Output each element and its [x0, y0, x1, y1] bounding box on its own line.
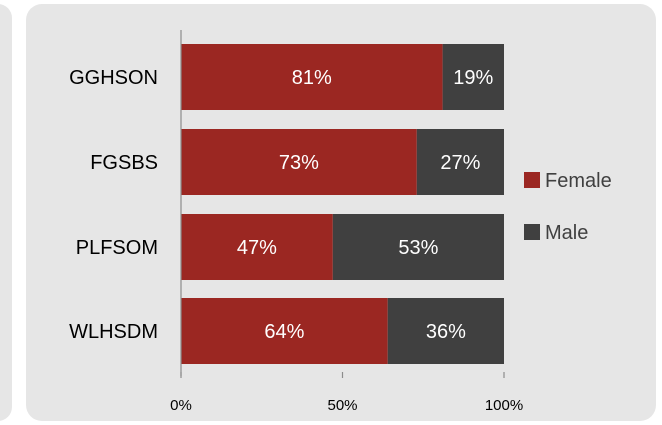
- data-label-fgsbs-female: 73%: [279, 152, 319, 174]
- bar-gghson-male: [442, 44, 504, 110]
- x-tick-label: 50%: [327, 397, 357, 414]
- bar-plfsom-male: [332, 214, 504, 280]
- data-label-fgsbs-male: 27%: [440, 152, 480, 174]
- left-side-panel: [0, 4, 12, 421]
- data-label-plfsom-male: 53%: [398, 237, 438, 259]
- bar-fgsbs-male: [416, 129, 504, 195]
- data-label-wlhsdm-female: 64%: [264, 321, 304, 343]
- legend-swatch-male: [524, 224, 540, 240]
- legend-swatch-female: [524, 172, 540, 188]
- category-label-gghson: GGHSON: [69, 67, 158, 89]
- data-label-plfsom-female: 47%: [237, 237, 277, 259]
- category-label-fgsbs: FGSBS: [90, 152, 158, 174]
- bar-wlhsdm-male: [387, 298, 504, 364]
- bar-plfsom-female: [181, 214, 333, 280]
- bar-gghson-female: [181, 44, 443, 110]
- category-label-plfsom: PLFSOM: [76, 237, 158, 259]
- bar-fgsbs-female: [181, 129, 417, 195]
- x-tick-label: 0%: [170, 397, 192, 414]
- data-label-gghson-female: 81%: [292, 67, 332, 89]
- category-label-wlhsdm: WLHSDM: [69, 321, 158, 343]
- legend-label-female: Female: [545, 170, 612, 192]
- legend-label-male: Male: [545, 222, 588, 244]
- data-label-wlhsdm-male: 36%: [426, 321, 466, 343]
- data-label-gghson-male: 19%: [453, 67, 493, 89]
- x-tick-label: 100%: [485, 397, 523, 414]
- bar-wlhsdm-female: [181, 298, 388, 364]
